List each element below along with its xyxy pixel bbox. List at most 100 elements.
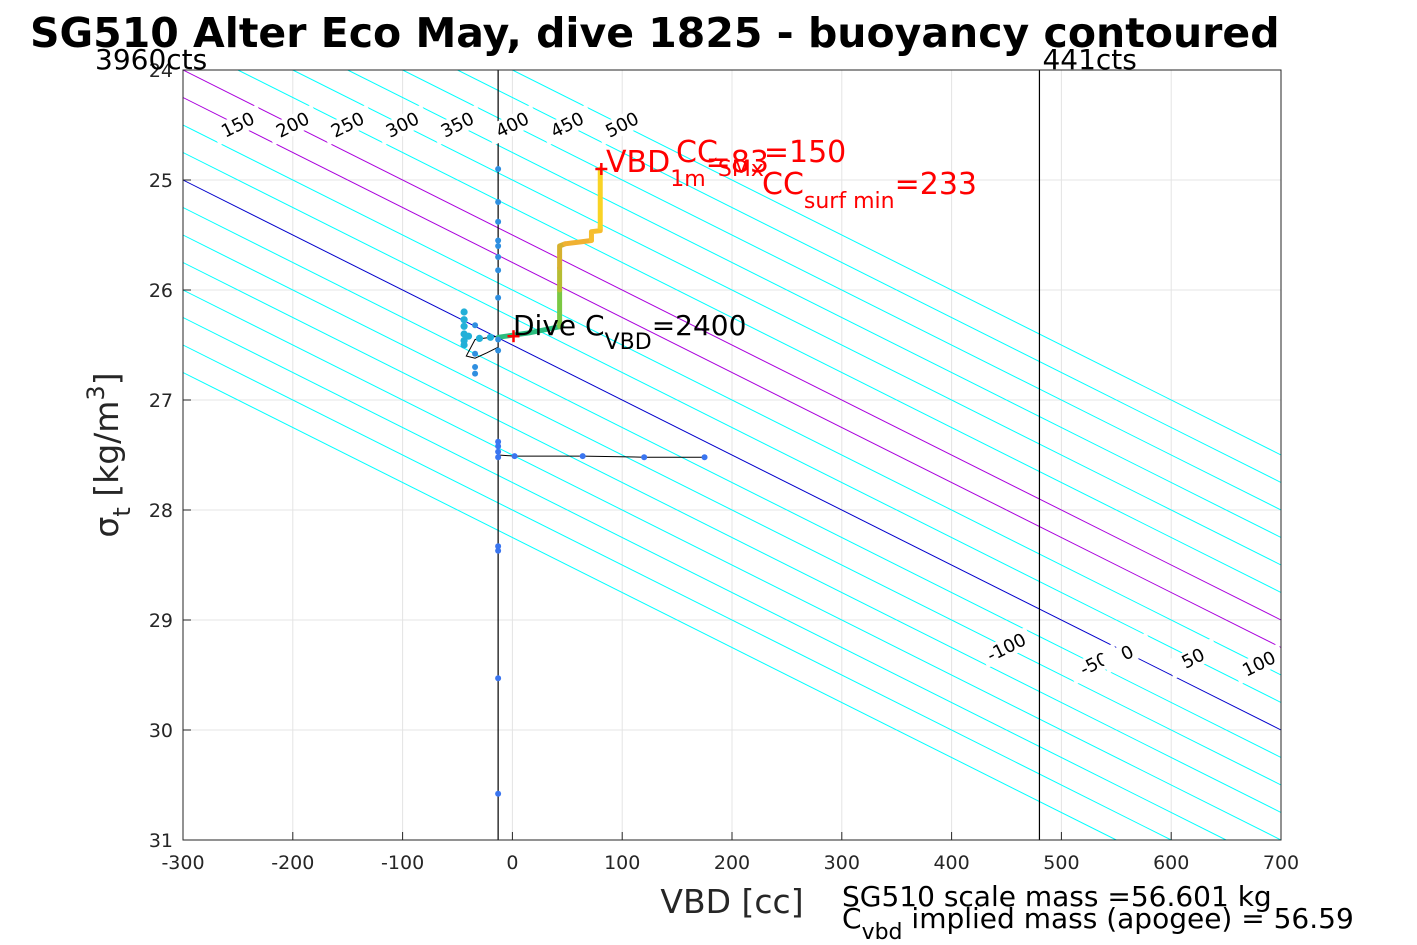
- scale-mass-text: SG510 scale mass =56.601 kg: [842, 880, 1272, 913]
- y-tick-label: 31: [149, 830, 173, 852]
- chart-title: SG510 Alter Eco May, dive 1825 - buoyanc…: [30, 9, 1280, 57]
- contour-label-background: [1231, 643, 1287, 685]
- contour-line: [183, 234, 1281, 786]
- x-axis-label: VBD [cc]: [660, 882, 803, 921]
- contour-line: [347, 70, 1281, 539]
- contour-label-background: [484, 104, 541, 146]
- cc-surf-min-annotation: CCsurf min=233: [762, 167, 977, 214]
- dive-cvbd-suffix: =2400: [652, 309, 747, 342]
- flight-point: [495, 547, 502, 554]
- dive-cvbd-prefix: Dive C: [513, 309, 605, 342]
- cc-smx-annotation: CCSMx=150: [676, 135, 846, 182]
- contour-line: [183, 151, 1281, 704]
- contour-line: [512, 70, 1281, 456]
- flight-point: [495, 267, 502, 274]
- x-axis-ticks: -300 -200 -100 0 100 200 300 400 500 600 700: [161, 832, 1299, 874]
- flight-point: [495, 166, 502, 172]
- y-axis-label: σt [kg/m3]: [82, 372, 136, 537]
- apogee-point: [475, 334, 484, 342]
- x-tick-label: -200: [271, 852, 314, 874]
- x-tick-label: 500: [1043, 852, 1079, 874]
- flight-trace: [460, 163, 708, 797]
- y-tick-label: 26: [149, 280, 173, 302]
- contour-label-background: [594, 104, 650, 146]
- vbd-count-label: 441cts: [1042, 43, 1136, 76]
- climb-trace-segment: [562, 238, 594, 247]
- apogee-point: [460, 341, 468, 349]
- cc-surf-min-suffix: =233: [895, 167, 977, 202]
- contour-label-background: [1099, 632, 1156, 674]
- apogee-point: [460, 308, 468, 316]
- count-labels: 3960cts 441cts: [95, 43, 1137, 76]
- cvbd-sub: vbd: [862, 920, 903, 945]
- vbd-1m-suffix: =83: [706, 145, 769, 180]
- contour-label-background: [265, 104, 321, 146]
- x-tick-label: 0: [506, 852, 518, 874]
- y-tick-label: 28: [149, 500, 173, 522]
- x-tick-label: 200: [714, 852, 750, 874]
- vbd-1m-sub: 1m: [670, 167, 705, 192]
- flight-point: [495, 294, 502, 301]
- x-tick-label: 700: [1263, 852, 1299, 874]
- contour-line: [402, 70, 1281, 511]
- flight-point: [495, 237, 502, 244]
- flight-point: [495, 336, 502, 343]
- plot-area: 150 200 250 300 350 400 450 500-100 -50 0 50 100 -3…: [149, 60, 1299, 874]
- flight-point: [472, 370, 479, 377]
- apogee-point: [460, 316, 468, 324]
- apogee-point: [464, 332, 473, 340]
- cvbd-suffix: implied mass (apogee) = 56.59: [903, 902, 1354, 935]
- vbd-1m-annotation: VBD1m=83: [606, 145, 769, 192]
- contour-label-background: [978, 626, 1035, 669]
- flight-point: [495, 347, 502, 354]
- flight-point: [495, 243, 502, 249]
- flight-point: [579, 453, 586, 460]
- cc-smx-prefix: CC: [676, 135, 718, 170]
- flight-point: [511, 453, 518, 460]
- dive-cvbd-annotation: Dive CVBD=2400: [513, 309, 746, 355]
- y-axis-label-symbol: σ: [87, 517, 126, 538]
- contour-line: [183, 316, 1227, 840]
- contour-lines: [183, 70, 1281, 840]
- contour-label-background: [539, 104, 596, 146]
- y-tick-label: 29: [149, 610, 173, 632]
- cc-surf-min-sub: surf min: [804, 189, 895, 214]
- x-tick-label: 100: [604, 852, 640, 874]
- flight-point: [495, 675, 502, 682]
- cc-surf-min-prefix: CC: [762, 167, 804, 202]
- contour-label-background: [1165, 637, 1221, 680]
- flight-point: [495, 443, 502, 450]
- vbd-count-label: 3960cts: [95, 43, 207, 76]
- cc-smx-suffix: =150: [764, 135, 846, 170]
- x-tick-label: -300: [161, 852, 204, 874]
- flight-point: [495, 543, 502, 550]
- y-tick-label: 27: [149, 390, 173, 412]
- x-tick-label: 300: [824, 852, 860, 874]
- apogee-point: [460, 322, 468, 330]
- contour-line: [183, 179, 1281, 731]
- flight-point: [495, 438, 502, 445]
- cvbd-implied-mass-text: Cvbd implied mass (apogee) = 56.59: [842, 902, 1354, 945]
- contour-line: [183, 70, 1281, 621]
- contour-label-background: [429, 104, 486, 146]
- flight-point: [472, 322, 479, 329]
- contour-line: [183, 344, 1172, 840]
- flight-point: [641, 454, 648, 461]
- flight-point: [495, 454, 502, 461]
- y-axis-label-main: [kg/m: [87, 401, 126, 508]
- contour-line: [183, 371, 1117, 840]
- y-tick-label: 24: [149, 60, 173, 82]
- contour-line: [183, 261, 1281, 814]
- y-axis-label-sup: 3: [82, 385, 110, 400]
- flight-point: [495, 218, 502, 225]
- flight-point: [472, 350, 479, 357]
- flight-point: [495, 199, 502, 205]
- dive-cvbd-sub: VBD: [605, 330, 652, 355]
- vbd-1m-prefix: VBD: [606, 145, 670, 180]
- flight-point: [495, 448, 502, 455]
- contour-label-background: [210, 104, 266, 146]
- contour-line: [183, 124, 1281, 676]
- cvbd-prefix: C: [842, 902, 862, 935]
- x-tick-label: -100: [381, 852, 424, 874]
